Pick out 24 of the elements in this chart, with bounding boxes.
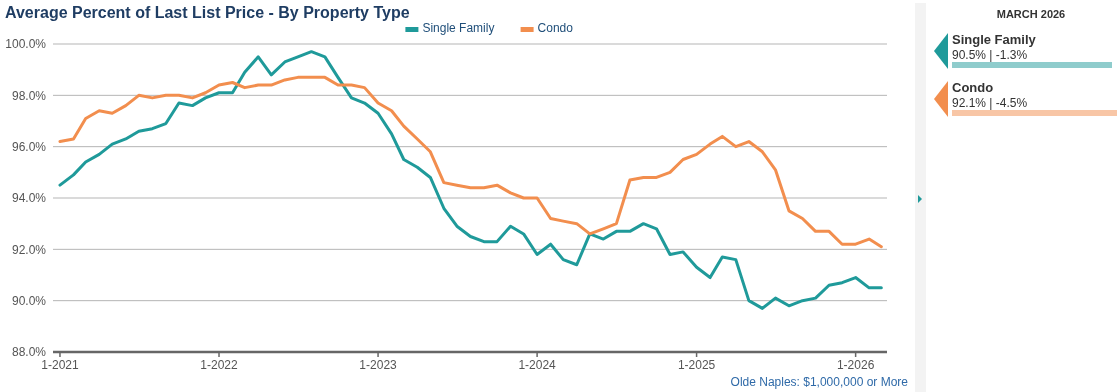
x-tick-label: 1-2022	[200, 358, 239, 372]
y-tick-label: 92.0%	[11, 242, 47, 257]
category-label: Single Family	[952, 32, 1037, 47]
x-tick-label: 1-2021	[41, 358, 79, 372]
x-tick-label: 1-2024	[518, 358, 557, 372]
line-series	[58, 75, 883, 249]
x-tick-label: 1-2025	[677, 358, 716, 372]
text: Olde Naples: $1,000,000 or More	[730, 375, 909, 389]
x-tick-label: 1-2026	[836, 358, 875, 372]
legend-label: Single Family	[422, 21, 495, 35]
legend-label: Condo	[537, 21, 574, 35]
y-tick-label: 94.0%	[11, 191, 47, 206]
text: 92.1% | -4.5%	[952, 96, 1028, 110]
y-tick-label: 100.0%	[5, 37, 47, 52]
y-tick-label: 96.0%	[11, 139, 47, 154]
y-tick-label: 98.0%	[11, 88, 47, 103]
chart-title: Average Percent of Last List Price - By Property Type	[5, 4, 410, 21]
text: 90.5% | -1.3%	[952, 48, 1028, 62]
x-tick-label: 1-2023	[359, 358, 398, 372]
line-series	[58, 50, 883, 310]
text: MARCH 2026	[996, 8, 1066, 20]
category-label: Condo	[952, 80, 994, 95]
y-tick-label: 88.0%	[11, 345, 47, 360]
y-tick-label: 90.0%	[11, 293, 47, 308]
